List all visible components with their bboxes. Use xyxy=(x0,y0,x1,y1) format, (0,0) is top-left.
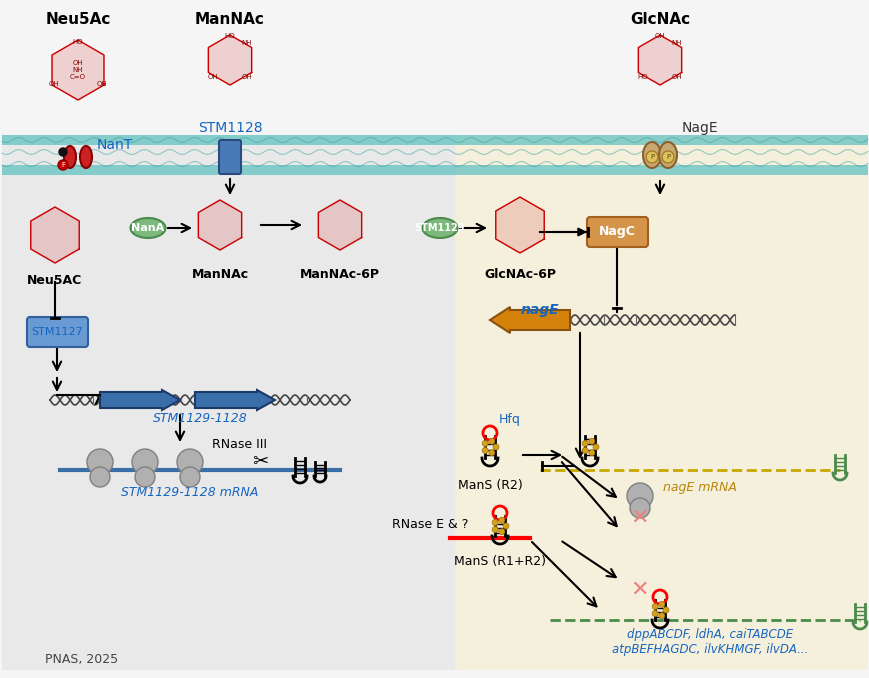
Circle shape xyxy=(661,151,673,163)
Text: PNAS, 2025: PNAS, 2025 xyxy=(45,654,118,666)
FancyBboxPatch shape xyxy=(2,135,456,670)
Text: OH: OH xyxy=(96,81,108,87)
Text: ManNAc: ManNAc xyxy=(195,12,265,28)
Polygon shape xyxy=(638,35,681,85)
Text: GlcNAc: GlcNAc xyxy=(629,12,689,28)
Text: ManNAc: ManNAc xyxy=(191,268,249,281)
Text: STM1127: STM1127 xyxy=(31,327,83,337)
Text: ✕: ✕ xyxy=(630,580,648,600)
Ellipse shape xyxy=(422,218,457,238)
Circle shape xyxy=(652,610,657,616)
Text: ManS (R1+R2): ManS (R1+R2) xyxy=(454,555,546,568)
Polygon shape xyxy=(30,207,79,263)
Circle shape xyxy=(627,483,653,509)
Text: nagE: nagE xyxy=(520,303,559,317)
Polygon shape xyxy=(208,35,251,85)
Circle shape xyxy=(652,603,657,610)
Text: Hfq: Hfq xyxy=(499,414,521,426)
Text: STM1129-1128: STM1129-1128 xyxy=(152,412,247,424)
Text: RNase E & ?: RNase E & ? xyxy=(391,519,468,532)
Circle shape xyxy=(498,529,504,535)
Circle shape xyxy=(488,450,494,456)
Circle shape xyxy=(662,607,668,613)
Text: Neu5Ac: Neu5Ac xyxy=(45,12,110,28)
Circle shape xyxy=(132,449,158,475)
Circle shape xyxy=(593,444,599,450)
Circle shape xyxy=(58,160,68,170)
Ellipse shape xyxy=(80,146,92,168)
Circle shape xyxy=(481,447,488,454)
Text: nagE mRNA: nagE mRNA xyxy=(662,481,736,494)
Text: HO: HO xyxy=(73,39,83,45)
FancyBboxPatch shape xyxy=(219,140,241,174)
Circle shape xyxy=(481,441,488,447)
Circle shape xyxy=(90,467,109,487)
Circle shape xyxy=(629,498,649,518)
Text: dppABCDF, ldhA, caiTABCDE
atpBEFHAGDC, ilvKHMGF, ilvDA...: dppABCDF, ldhA, caiTABCDE atpBEFHAGDC, i… xyxy=(611,628,807,656)
Circle shape xyxy=(488,438,494,444)
Circle shape xyxy=(658,601,664,607)
Text: NanA: NanA xyxy=(131,223,164,233)
Polygon shape xyxy=(495,197,544,253)
Text: NanT: NanT xyxy=(96,138,133,152)
Text: GlcNAc-6P: GlcNAc-6P xyxy=(483,268,555,281)
Circle shape xyxy=(588,450,594,456)
Text: NagC: NagC xyxy=(598,226,634,239)
Circle shape xyxy=(492,527,498,532)
Circle shape xyxy=(581,441,587,447)
Text: STM1129-1128 mRNA: STM1129-1128 mRNA xyxy=(121,487,258,500)
Text: HO: HO xyxy=(224,33,235,39)
Text: STM1128: STM1128 xyxy=(197,121,262,135)
Text: NagE: NagE xyxy=(681,121,718,135)
FancyBboxPatch shape xyxy=(2,135,867,145)
FancyBboxPatch shape xyxy=(27,317,88,347)
Text: Neu5AC: Neu5AC xyxy=(27,273,83,287)
Circle shape xyxy=(581,447,587,454)
Text: ✂: ✂ xyxy=(251,452,268,471)
Text: ManNAc-6P: ManNAc-6P xyxy=(300,268,380,281)
Ellipse shape xyxy=(642,142,660,168)
Polygon shape xyxy=(52,40,104,100)
Ellipse shape xyxy=(64,146,76,168)
Text: NH: NH xyxy=(242,40,252,46)
FancyArrow shape xyxy=(195,390,275,410)
Circle shape xyxy=(646,151,657,163)
FancyBboxPatch shape xyxy=(454,135,867,670)
Text: RNase III: RNase III xyxy=(212,439,267,452)
FancyArrow shape xyxy=(100,390,180,410)
Circle shape xyxy=(588,438,594,444)
Text: OH: OH xyxy=(671,74,681,80)
Text: OH: OH xyxy=(49,81,59,87)
Circle shape xyxy=(176,449,202,475)
Text: P: P xyxy=(649,154,653,160)
Text: STM1129: STM1129 xyxy=(415,223,465,233)
FancyBboxPatch shape xyxy=(587,217,647,247)
Text: P: P xyxy=(665,154,669,160)
Ellipse shape xyxy=(658,142,676,168)
Text: OH: OH xyxy=(654,33,665,39)
FancyArrow shape xyxy=(489,307,569,333)
Circle shape xyxy=(658,613,664,619)
FancyBboxPatch shape xyxy=(2,165,867,175)
Circle shape xyxy=(493,444,499,450)
Text: NH: NH xyxy=(671,40,681,46)
Polygon shape xyxy=(318,200,362,250)
Text: OH: OH xyxy=(242,74,252,80)
Circle shape xyxy=(135,467,155,487)
Text: ✕: ✕ xyxy=(630,508,648,528)
Text: HO: HO xyxy=(637,74,647,80)
Ellipse shape xyxy=(130,218,165,238)
Circle shape xyxy=(502,523,508,529)
Text: OH: OH xyxy=(208,74,218,80)
Text: F: F xyxy=(61,162,65,168)
Text: ManS (R2): ManS (R2) xyxy=(457,479,521,492)
Circle shape xyxy=(59,148,67,156)
Circle shape xyxy=(87,449,113,475)
Text: OH
NH
C=O: OH NH C=O xyxy=(70,60,86,80)
Circle shape xyxy=(492,519,498,525)
Polygon shape xyxy=(198,200,242,250)
Circle shape xyxy=(498,517,504,523)
Circle shape xyxy=(180,467,200,487)
